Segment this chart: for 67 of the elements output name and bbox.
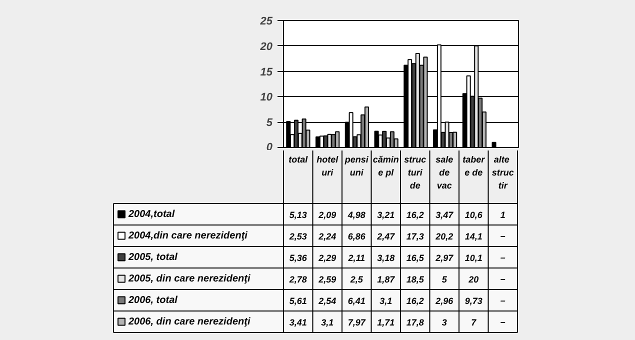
x-tick-label: cămine pl [372, 154, 400, 178]
data-label: 1,71 [377, 317, 395, 328]
legend-label: 2006, din care nerezidenţi [128, 316, 250, 328]
data-label: 2,11 [347, 252, 366, 263]
data-label: 2,09 [318, 210, 336, 220]
legend-label: 2005, total [128, 252, 178, 263]
data-label: 5,13 [289, 210, 307, 220]
data-label: 2,53 [288, 231, 307, 242]
data-label: 2,97 [434, 252, 454, 263]
data-label: 2,78 [288, 274, 307, 284]
y-tick-label: 20 [259, 40, 274, 53]
x-tick-label: total [288, 154, 308, 164]
data-label: 16,5 [406, 252, 425, 263]
text: – [500, 230, 506, 241]
text: – [500, 252, 506, 262]
data-label: 10,1 [464, 252, 482, 263]
text: – [500, 316, 506, 327]
data-label: 3,47 [436, 210, 454, 220]
data-label: 6,86 [348, 231, 366, 242]
data-label: 5 [442, 274, 448, 284]
data-label: 2,24 [318, 231, 336, 242]
data-label: 2,29 [318, 252, 336, 263]
y-tick-label: 5 [266, 117, 274, 130]
y-tick-label: 25 [259, 16, 274, 28]
data-label: 20,2 [434, 231, 454, 242]
data-label: 20 [468, 274, 479, 284]
data-label: 2,54 [318, 296, 336, 306]
legend-label: 2004,total [128, 208, 175, 220]
y-tick-label: 15 [260, 66, 274, 78]
data-label: 17,8 [406, 317, 424, 328]
data-label: 3,1 [380, 296, 392, 306]
data-label: 14,1 [464, 231, 482, 242]
data-label: 1,87 [377, 274, 396, 284]
data-label: 7,97 [348, 317, 366, 328]
x-tick-label: structuri de [404, 154, 426, 190]
data-label: 18,5 [406, 274, 425, 284]
x-tick-label: pensiuni [344, 154, 369, 178]
data-label: 5,61 [289, 296, 307, 306]
legend-label: 2005, din care nerezidenţi [128, 273, 250, 284]
data-label: 7 [471, 317, 478, 328]
data-label: 10,6 [464, 210, 484, 220]
y-tick-label: 10 [260, 92, 274, 104]
text: – [500, 295, 506, 306]
data-label: 16,2 [406, 210, 424, 220]
data-label: 2,59 [318, 274, 336, 284]
data-label: 2,96 [434, 296, 454, 306]
data-label: 3,41 [289, 317, 307, 328]
data-label: 3,1 [321, 317, 334, 328]
data-label: 2,5 [349, 274, 364, 284]
data-label: 3 [442, 317, 447, 328]
x-tick-label: sale de vac [436, 154, 454, 190]
x-tick-label: hoteluri [316, 154, 339, 178]
legend-label: 2006, total [128, 294, 178, 306]
data-label: 4,98 [346, 210, 366, 220]
text: – [500, 274, 506, 284]
data-label: 9,73 [464, 296, 482, 306]
data-label: 3,18 [377, 252, 395, 263]
x-tick-label: tabere de [462, 154, 486, 178]
data-label: 3,21 [377, 210, 395, 220]
data-label: 1 [500, 210, 506, 220]
data-label: 5,36 [289, 252, 308, 263]
data-label: 6,41 [348, 296, 366, 306]
data-label: 2,47 [376, 231, 396, 242]
data-label: 17,3 [406, 231, 424, 242]
x-tick-label: alte structir [492, 154, 514, 190]
legend-label: 2004,din care nerezidenţi [128, 230, 248, 242]
data-label: 16,2 [406, 296, 424, 306]
